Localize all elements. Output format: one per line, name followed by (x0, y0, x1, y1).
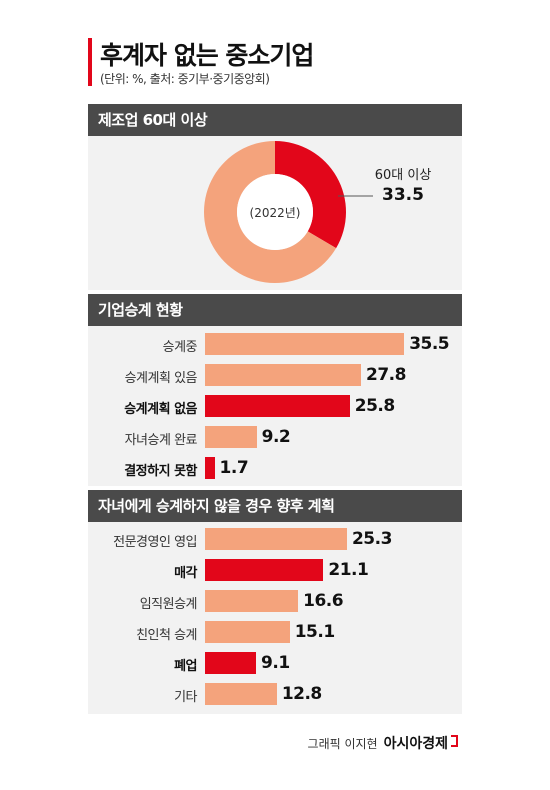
future-plans-value-4: 9.1 (261, 653, 290, 673)
future-plans-bar-4 (205, 652, 257, 674)
donut-slice-value: 33.5 (382, 185, 424, 205)
title-accent-bar (88, 38, 92, 86)
future-plans-label-0: 전문경영인 영입 (113, 535, 197, 550)
future-plans-label-1: 매각 (174, 566, 197, 581)
future-plans-bar-0 (205, 528, 347, 550)
future-plans-label-3: 친인척 승계 (136, 628, 197, 643)
future-plans-value-0: 25.3 (351, 529, 392, 549)
succession-status-panel: 승계중 35.5 승계계획 있음 27.8 승계계획 없음 25.8 자녀승계 완료 9.2 결… (88, 326, 462, 486)
donut-hole (237, 174, 313, 250)
future-plans-bar-5 (205, 683, 277, 705)
future-plans-bar-3 (205, 621, 290, 643)
future-plans-label-4: 폐업 (174, 659, 197, 674)
succession-status-value-2: 25.8 (354, 396, 395, 416)
future-plans-label-2: 임직원승계 (139, 597, 198, 612)
future-plans-bar-2 (205, 590, 299, 612)
succession-status-bar-2 (205, 395, 350, 417)
succession-status-bar-0 (205, 333, 405, 355)
succession-status-value-1: 27.8 (365, 365, 406, 385)
succession-status-bar-3 (205, 426, 257, 448)
future-plans-panel: 전문경영인 영입 25.3 매각 21.1 임직원승계 16.6 친인척 승계 15.1 폐업 9… (88, 522, 462, 714)
page-title: 후계자 없는 중소기업 (100, 41, 314, 70)
page-subtitle: (단위: %, 출처: 중기부·중기중앙회) (100, 72, 270, 86)
succession-status-bar-4 (205, 457, 215, 479)
future-plans-label-5: 기타 (174, 690, 197, 705)
brand-mark-icon (451, 735, 458, 747)
succession-status-value-3: 9.2 (261, 427, 291, 447)
credit: 그래픽 이지현 아시아경제 (308, 733, 458, 753)
donut-center-label: (2022년) (250, 206, 301, 220)
succession-status-value-0: 35.5 (409, 334, 450, 354)
donut-slice-1 (203, 141, 337, 283)
credit-graphic: 그래픽 이지현 (307, 737, 378, 751)
future-plans-bar-1 (205, 559, 324, 581)
donut-slice-name: 60대 이상 (375, 168, 432, 183)
brand-logo: 아시아경제 (383, 736, 448, 752)
donut-panel: (2022년) 60대 이상 33.5 (88, 136, 462, 290)
section-header-future-plans: 자녀에게 승계하지 않을 경우 향후 계획 (88, 490, 462, 522)
future-plans-value-2: 16.6 (303, 591, 344, 611)
future-plans-value-1: 21.1 (328, 560, 369, 580)
succession-status-label-1: 승계계획 있음 (124, 371, 198, 386)
future-plans-value-3: 15.1 (294, 622, 335, 642)
donut-chart: (2022년) 60대 이상 33.5 (203, 141, 432, 283)
succession-status-label-2: 승계계획 없음 (124, 402, 197, 417)
section-header-manufacturing: 제조업 60대 이상 (88, 104, 462, 136)
succession-status-label-3: 자녀승계 완료 (124, 433, 198, 448)
succession-status-value-4: 1.7 (219, 458, 249, 478)
succession-status-bar-1 (205, 364, 361, 386)
section-header-succession-status: 기업승계 현황 (88, 294, 462, 326)
future-plans-value-5: 12.8 (281, 684, 322, 704)
donut-slice-0 (275, 141, 346, 249)
succession-status-label-4: 결정하지 못함 (124, 464, 197, 479)
succession-status-label-0: 승계중 (162, 340, 198, 355)
